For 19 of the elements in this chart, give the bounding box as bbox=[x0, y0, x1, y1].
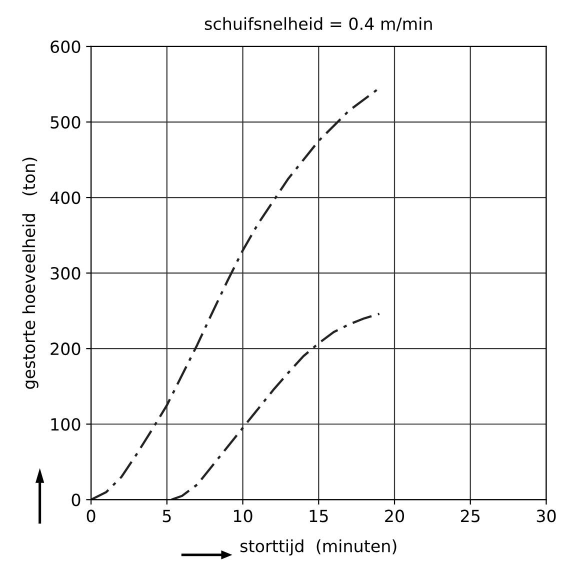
x-tick-label: 10 bbox=[234, 510, 252, 522]
x-tick-label: 25 bbox=[460, 510, 480, 522]
x-tick-label: 5 bbox=[162, 510, 171, 522]
y-tick-label: 400 bbox=[50, 192, 80, 204]
line-series bbox=[170, 312, 380, 500]
x-tick-label: 15 bbox=[310, 510, 328, 522]
y-tick-label: 600 bbox=[50, 40, 80, 54]
x-tick-label: 30 bbox=[536, 510, 556, 522]
y-tick-label: 300 bbox=[50, 267, 80, 280]
x-axis-title: storttijd (minuten) bbox=[240, 539, 396, 556]
y-axis-title: gestorte hoeveelheid (ton) bbox=[22, 158, 38, 389]
x-tick-label: 20 bbox=[385, 510, 404, 522]
x-tick-label: 0 bbox=[86, 510, 96, 522]
y-tick-label: 500 bbox=[50, 116, 80, 129]
y-tick-label: 100 bbox=[51, 418, 80, 431]
chart-title: schuifsnelheid = 0.4 m/min bbox=[204, 17, 432, 32]
y-tick-label: 0 bbox=[72, 494, 80, 506]
y-tick-label: 200 bbox=[50, 342, 80, 356]
line-series bbox=[91, 86, 380, 500]
